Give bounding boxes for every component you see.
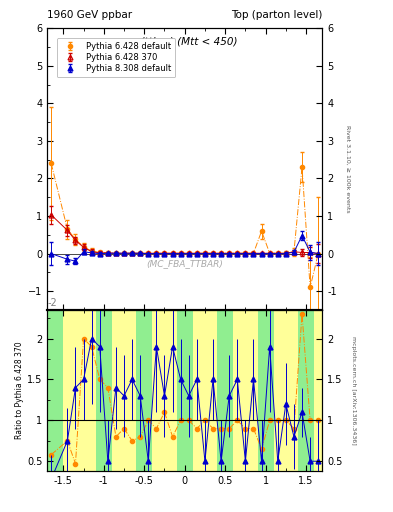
- Bar: [257, 310, 266, 471]
- Bar: [185, 310, 193, 471]
- Bar: [144, 310, 152, 471]
- Bar: [233, 310, 241, 471]
- Bar: [176, 310, 185, 471]
- Bar: [282, 310, 290, 471]
- Bar: [257, 310, 266, 471]
- Bar: [169, 310, 176, 471]
- Bar: [72, 310, 79, 471]
- Bar: [185, 310, 193, 471]
- Bar: [160, 310, 169, 471]
- Bar: [104, 310, 112, 471]
- Bar: [298, 310, 306, 471]
- Bar: [47, 310, 63, 471]
- Y-axis label: Rivet 3.1.10, ≥ 100k events: Rivet 3.1.10, ≥ 100k events: [345, 125, 350, 213]
- Bar: [250, 310, 257, 471]
- Bar: [209, 310, 217, 471]
- Text: y (ttbar) (Mtt < 450): y (ttbar) (Mtt < 450): [132, 37, 238, 47]
- Text: Top (parton level): Top (parton level): [231, 10, 322, 20]
- Bar: [225, 310, 233, 471]
- Bar: [306, 310, 314, 471]
- Bar: [120, 310, 128, 471]
- Bar: [217, 310, 225, 471]
- Bar: [266, 310, 274, 471]
- Bar: [112, 310, 120, 471]
- Bar: [136, 310, 144, 471]
- Bar: [104, 310, 112, 471]
- Bar: [290, 310, 298, 471]
- Bar: [144, 310, 152, 471]
- Bar: [96, 310, 104, 471]
- Bar: [266, 310, 274, 471]
- Bar: [128, 310, 136, 471]
- Bar: [201, 310, 209, 471]
- Y-axis label: Ratio to Pythia 6.428 370: Ratio to Pythia 6.428 370: [15, 342, 24, 439]
- Bar: [298, 310, 306, 471]
- Y-axis label: mcplots.cern.ch [arXiv:1306.3436]: mcplots.cern.ch [arXiv:1306.3436]: [351, 336, 356, 445]
- Text: -2: -2: [47, 298, 57, 308]
- Bar: [79, 310, 88, 471]
- Bar: [274, 310, 282, 471]
- Bar: [225, 310, 233, 471]
- Bar: [314, 310, 322, 471]
- Text: (MC_FBA_TTBAR): (MC_FBA_TTBAR): [146, 259, 223, 268]
- Bar: [217, 310, 225, 471]
- Bar: [176, 310, 185, 471]
- Bar: [47, 310, 63, 471]
- Bar: [96, 310, 104, 471]
- Bar: [88, 310, 96, 471]
- Bar: [241, 310, 250, 471]
- Bar: [152, 310, 160, 471]
- Bar: [306, 310, 314, 471]
- Bar: [193, 310, 201, 471]
- Bar: [136, 310, 144, 471]
- Legend: Pythia 6.428 default, Pythia 6.428 370, Pythia 8.308 default: Pythia 6.428 default, Pythia 6.428 370, …: [57, 38, 175, 77]
- Bar: [63, 310, 72, 471]
- Text: 1960 GeV ppbar: 1960 GeV ppbar: [47, 10, 132, 20]
